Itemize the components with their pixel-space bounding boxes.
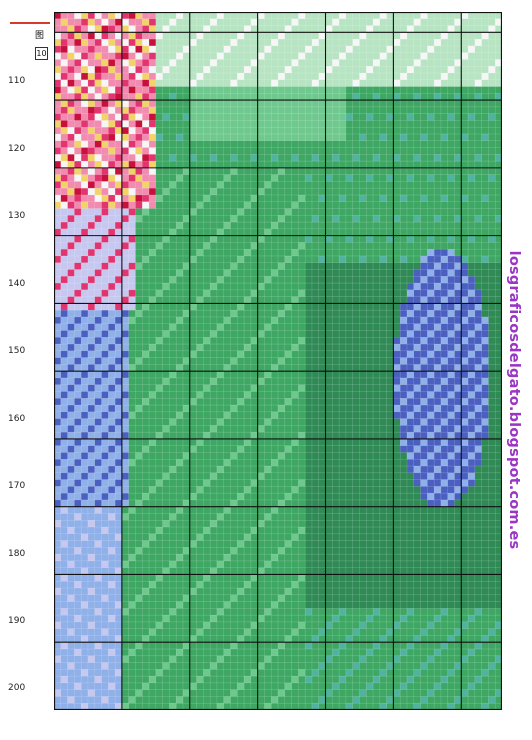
row-number-190: 190 bbox=[8, 616, 26, 626]
row-number-170: 170 bbox=[8, 481, 26, 491]
cross-stitch-grid bbox=[54, 12, 502, 710]
major-grid bbox=[54, 12, 502, 710]
grid-border bbox=[54, 12, 502, 710]
figure-number: 10 bbox=[35, 47, 48, 60]
top-red-rule bbox=[10, 22, 50, 24]
row-number-180: 180 bbox=[8, 549, 26, 559]
row-number-110: 110 bbox=[8, 76, 26, 86]
row-number-150: 150 bbox=[8, 346, 26, 356]
stitch-pattern-canvas bbox=[54, 12, 502, 710]
row-number-200: 200 bbox=[8, 683, 26, 693]
figure-label: 图 bbox=[35, 31, 45, 41]
row-number-130: 130 bbox=[8, 211, 26, 221]
row-number-120: 120 bbox=[8, 144, 26, 154]
row-number-140: 140 bbox=[8, 279, 26, 289]
stitch-cells bbox=[54, 12, 502, 710]
watermark: losgraficosdelgato.blogspot.com.es bbox=[494, 90, 532, 710]
watermark-text: losgraficosdelgato.blogspot.com.es bbox=[506, 250, 522, 550]
row-number-160: 160 bbox=[8, 414, 26, 424]
